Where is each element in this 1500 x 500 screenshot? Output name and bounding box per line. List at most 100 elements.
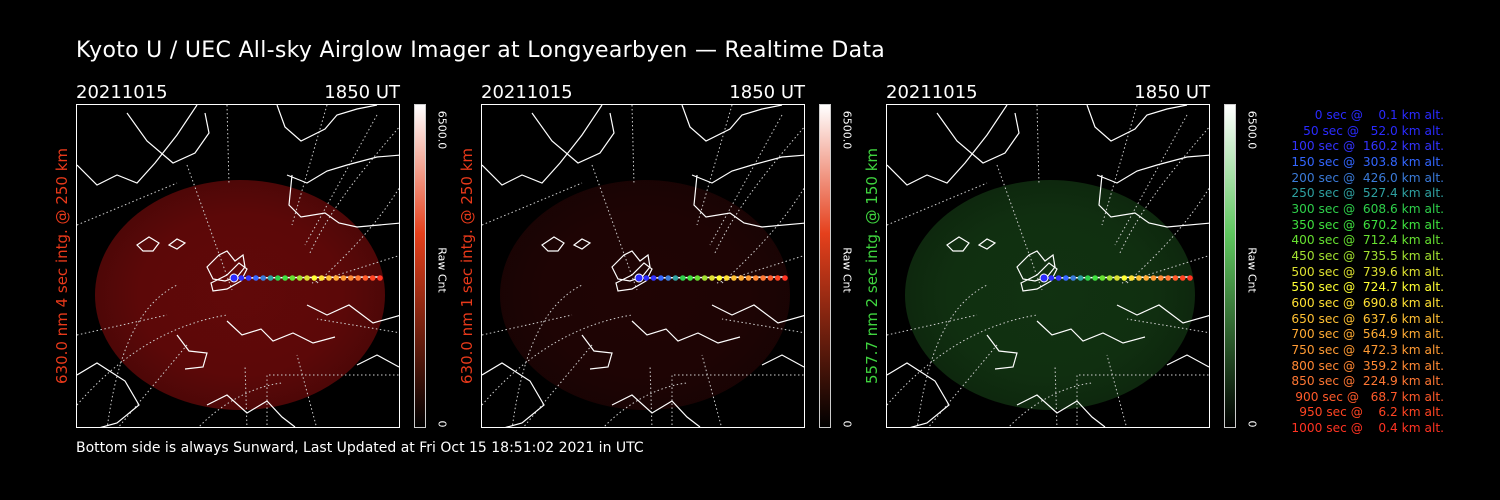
coastline — [1166, 354, 1209, 368]
trajectory-marker — [672, 275, 679, 281]
trajectory-marker — [1121, 275, 1128, 281]
trajectory-marker — [304, 275, 310, 281]
trajectory-legend: 0 sec @ 0.1 km alt. 50 sec @ 52.0 km alt.… — [1262, 108, 1444, 437]
trajectory-marker — [650, 275, 657, 281]
graticule-line — [1114, 114, 1188, 246]
legend-entry: 900 sec @ 68.7 km alt. — [1295, 389, 1444, 404]
legend-entry: 50 sec @ 52.0 km alt. — [1303, 123, 1444, 138]
graticule-line — [603, 382, 688, 427]
coastline — [226, 320, 336, 344]
coastline — [611, 394, 701, 427]
trajectory-marker — [753, 275, 759, 281]
panel-ylabel: 630.0 nm 1 sec intg. @ 250 km — [458, 147, 476, 385]
trajectory-marker — [377, 275, 383, 281]
graticule-line — [1101, 105, 1138, 226]
panel-date: 20211015 — [481, 82, 573, 103]
graticule-line — [701, 354, 722, 427]
panel-time: 1850 UT — [324, 82, 400, 103]
imager-panel: 20211015 1850 UT 557.7 nm 2 sec intg. @ 15… — [863, 80, 1266, 430]
coastline — [126, 112, 210, 164]
coastline — [631, 320, 741, 344]
coastline — [977, 238, 997, 250]
coastline — [1020, 262, 1058, 292]
coastline — [1016, 394, 1106, 427]
trajectory-marker — [1165, 275, 1171, 281]
trajectory-marker — [253, 275, 259, 281]
trajectory-marker — [275, 275, 281, 281]
graticule-line — [709, 114, 783, 246]
coastline — [210, 262, 248, 292]
legend-entry: 500 sec @ 739.6 km alt. — [1291, 264, 1444, 279]
all-sky-image — [886, 104, 1210, 428]
trajectory-marker — [296, 275, 303, 281]
graticule-line — [296, 354, 317, 427]
coastline — [711, 304, 804, 324]
legend-entry: 1000 sec @ 0.4 km alt. — [1291, 421, 1444, 436]
coastline — [531, 112, 615, 164]
coastline — [136, 236, 160, 252]
coastline — [77, 105, 198, 186]
trajectory-marker — [1106, 275, 1113, 281]
legend-entry: 450 sec @ 735.5 km alt. — [1291, 248, 1444, 263]
panel-ylabel: 557.7 nm 2 sec intg. @ 150 km — [863, 147, 881, 385]
graticule-line — [226, 105, 230, 186]
coastline — [541, 236, 565, 252]
coastline — [1036, 320, 1146, 344]
trajectory-marker — [1070, 275, 1076, 281]
coastline — [681, 105, 783, 142]
graticule-line — [244, 364, 248, 427]
trajectory-marker — [687, 275, 693, 281]
coastline — [986, 334, 1018, 370]
trajectory-marker — [1158, 275, 1164, 281]
trajectory-marker — [731, 275, 737, 281]
update-footer: Bottom side is always Sunward, Last Upda… — [76, 440, 644, 456]
panel-time: 1850 UT — [1134, 82, 1210, 103]
trajectory-marker — [289, 275, 296, 281]
coastline — [1116, 304, 1209, 324]
trajectory-marker — [1187, 275, 1193, 281]
panel-ylabel: 630.0 nm 4 sec intg. @ 250 km — [53, 147, 71, 385]
trajectory-marker — [260, 275, 266, 281]
trajectory-marker — [1143, 275, 1149, 281]
trajectory-marker — [369, 275, 376, 281]
legend-entry: 650 sec @ 637.6 km alt. — [1291, 311, 1444, 326]
trajectory-marker — [1128, 275, 1135, 281]
graticule-line — [1036, 105, 1040, 186]
airglow-field — [95, 180, 385, 410]
graticule-line — [631, 105, 635, 186]
coastline — [1086, 105, 1188, 142]
trajectory-marker — [658, 275, 664, 281]
colorbar — [819, 104, 831, 428]
coastline — [946, 236, 970, 252]
coastline — [288, 174, 399, 228]
legend-entry: 800 sec @ 359.2 km alt. — [1291, 358, 1444, 373]
legend-entry: 950 sec @ 6.2 km alt. — [1299, 405, 1444, 420]
trajectory-marker — [1172, 275, 1179, 281]
panel-date: 20211015 — [886, 82, 978, 103]
graticule-line — [713, 126, 804, 256]
graticule-line — [696, 105, 733, 226]
trajectory-marker — [1077, 275, 1084, 281]
trajectory-marker — [1055, 275, 1062, 281]
legend-entry: 550 sec @ 724.7 km alt. — [1291, 280, 1444, 295]
coastline — [572, 238, 592, 250]
all-sky-map — [482, 105, 804, 427]
island-outline — [611, 250, 651, 282]
colorbar-min-label: 0 — [1245, 420, 1259, 428]
graticule-line — [1054, 364, 1058, 427]
trajectory-marker — [282, 275, 288, 281]
coastline — [761, 354, 804, 368]
legend-entry: 350 sec @ 670.2 km alt. — [1291, 217, 1444, 232]
trajectory-marker — [1085, 275, 1091, 281]
trajectory-marker — [1150, 275, 1157, 281]
colorbar-max-label: 6500.0 — [1245, 110, 1259, 150]
imager-panel: 20211015 1850 UT 630.0 nm 1 sec intg. @ 25… — [458, 80, 861, 430]
legend-entry: 0 sec @ 0.1 km alt. — [1314, 108, 1444, 122]
coastline — [691, 154, 804, 184]
colorbar-min-label: 0 — [840, 420, 854, 428]
graticule-line — [482, 314, 573, 336]
coastline — [615, 262, 653, 292]
colorbar-max-label: 6500.0 — [435, 110, 449, 150]
graticule-line — [198, 382, 283, 427]
graticule-line — [77, 314, 168, 336]
